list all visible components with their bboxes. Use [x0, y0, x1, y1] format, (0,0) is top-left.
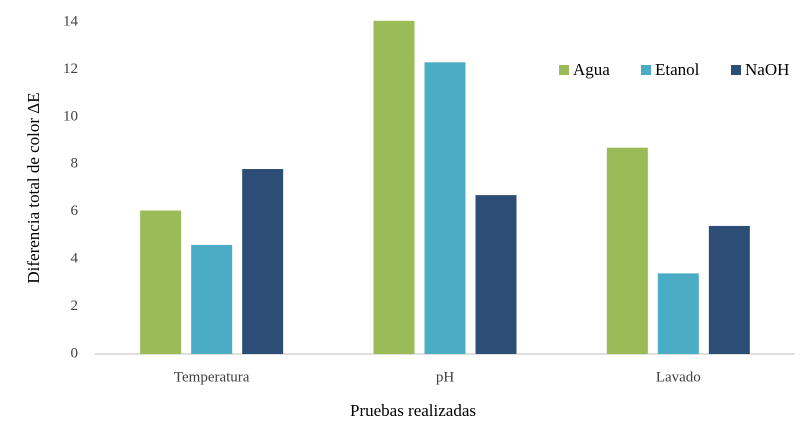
bar: [475, 195, 517, 354]
y-tick-label: 4: [71, 251, 79, 267]
legend-swatch: [559, 65, 569, 75]
y-tick-label: 0: [71, 345, 79, 361]
x-tick-label: Lavado: [656, 369, 701, 385]
legend-swatch: [731, 65, 741, 75]
bar: [140, 210, 182, 354]
bar: [373, 20, 415, 355]
bar: [657, 273, 699, 354]
legend-label: Etanol: [655, 60, 700, 79]
bar: [424, 62, 466, 355]
legend-label: NaOH: [745, 60, 789, 79]
bar: [242, 169, 284, 354]
y-tick-label: 10: [63, 108, 78, 124]
y-tick-label: 14: [63, 13, 79, 29]
legend-label: Agua: [573, 60, 610, 79]
x-tick-label: Temperatura: [174, 369, 250, 385]
y-tick-label: 6: [71, 203, 79, 219]
y-tick-label: 8: [71, 156, 79, 172]
y-axis-title: Diferencia total de color ΔE: [24, 92, 43, 283]
x-axis-title: Pruebas realizadas: [350, 401, 476, 420]
x-tick-label: pH: [436, 369, 455, 385]
bar: [191, 244, 233, 354]
legend-swatch: [641, 65, 651, 75]
y-tick-label: 2: [71, 298, 79, 314]
bar: [606, 147, 648, 354]
bar: [708, 225, 750, 354]
y-tick-label: 12: [63, 61, 78, 77]
